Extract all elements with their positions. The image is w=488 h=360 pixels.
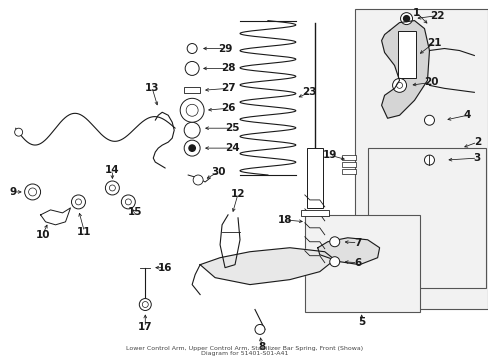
Text: 26: 26 (221, 103, 235, 113)
Circle shape (424, 155, 433, 165)
Text: 1: 1 (412, 8, 419, 18)
Circle shape (109, 185, 115, 191)
Text: 4: 4 (463, 110, 470, 120)
Text: 14: 14 (105, 165, 120, 175)
Text: 25: 25 (224, 123, 239, 133)
Circle shape (329, 237, 339, 247)
Polygon shape (381, 21, 428, 118)
Circle shape (403, 15, 408, 22)
Text: 27: 27 (220, 84, 235, 93)
Text: 20: 20 (424, 77, 438, 87)
Text: 16: 16 (158, 263, 172, 273)
Bar (397, 31, 415, 78)
Bar (367, 148, 486, 288)
Circle shape (139, 298, 151, 310)
Text: 21: 21 (427, 37, 441, 48)
Text: 22: 22 (429, 11, 444, 21)
Text: 9: 9 (9, 187, 16, 197)
Bar (300, 210, 328, 216)
Polygon shape (317, 238, 379, 265)
Circle shape (184, 122, 200, 138)
Text: 6: 6 (353, 258, 361, 268)
Circle shape (15, 128, 22, 136)
Text: 3: 3 (473, 153, 480, 163)
Circle shape (24, 184, 41, 200)
Text: 5: 5 (357, 318, 365, 328)
Circle shape (185, 62, 199, 75)
Text: 13: 13 (145, 84, 159, 93)
Text: 24: 24 (224, 143, 239, 153)
Bar (184, 87, 200, 93)
Text: 15: 15 (128, 207, 142, 217)
Text: 28: 28 (221, 63, 235, 73)
Circle shape (400, 13, 412, 24)
Circle shape (392, 78, 406, 92)
Circle shape (188, 145, 195, 151)
Text: 12: 12 (230, 189, 245, 199)
Text: 10: 10 (35, 230, 50, 240)
Circle shape (193, 175, 203, 185)
Polygon shape (200, 248, 334, 285)
Circle shape (186, 104, 198, 116)
Text: 18: 18 (277, 215, 291, 225)
Text: 29: 29 (218, 44, 232, 54)
Bar (341, 169, 355, 174)
Text: 8: 8 (258, 342, 265, 352)
Circle shape (424, 115, 433, 125)
Circle shape (71, 195, 85, 209)
Text: Lower Control Arm, Upper Control Arm, Stabilizer Bar Spring, Front (Showa)
Diagr: Lower Control Arm, Upper Control Arm, St… (126, 346, 362, 356)
Text: 7: 7 (353, 238, 361, 248)
Circle shape (121, 195, 135, 209)
Circle shape (187, 44, 197, 54)
Text: 17: 17 (138, 323, 152, 332)
Circle shape (29, 188, 37, 196)
Text: 23: 23 (302, 87, 316, 97)
Bar (354, 9, 488, 310)
Text: 2: 2 (473, 137, 480, 147)
Circle shape (142, 302, 148, 307)
Bar (304, 215, 419, 312)
Bar (341, 162, 355, 167)
Text: 19: 19 (322, 150, 336, 160)
Bar (341, 155, 355, 160)
Circle shape (329, 257, 339, 267)
Circle shape (180, 98, 203, 122)
Circle shape (184, 140, 200, 156)
Circle shape (396, 82, 402, 88)
Circle shape (125, 199, 131, 205)
Text: 11: 11 (77, 227, 92, 237)
Circle shape (254, 324, 264, 334)
Text: 30: 30 (210, 167, 225, 177)
Circle shape (105, 181, 119, 195)
Bar (306, 148, 322, 208)
Circle shape (75, 199, 81, 205)
